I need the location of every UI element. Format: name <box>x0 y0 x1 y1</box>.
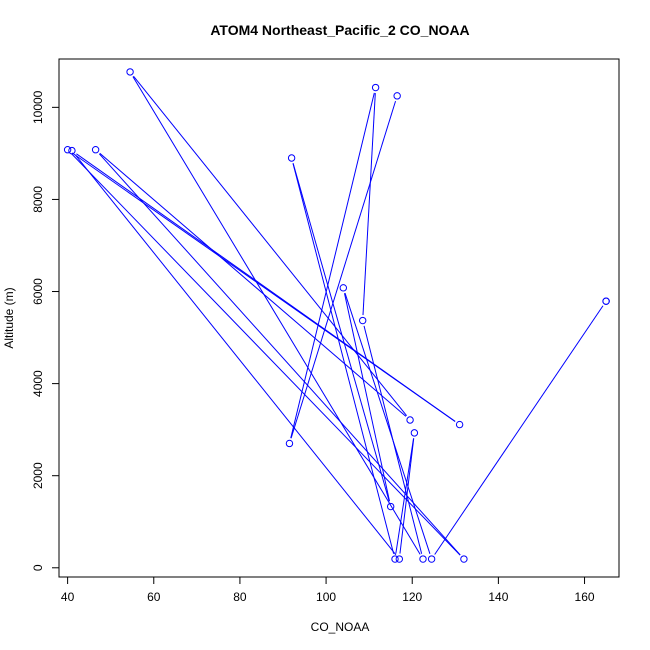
y-tick-label: 0 <box>31 564 45 571</box>
series-line-segment <box>290 100 397 439</box>
x-tick-label: 80 <box>233 590 247 604</box>
data-point <box>68 146 76 155</box>
y-tick-label: 8000 <box>31 186 45 213</box>
y-tick-label: 10000 <box>31 90 45 124</box>
series-line-segment <box>290 92 375 439</box>
x-tick-label: 60 <box>147 590 161 604</box>
chart-title: ATOM4 Northeast_Pacific_2 CO_NOAA <box>210 22 469 38</box>
data-point <box>427 555 436 563</box>
y-tick-label: 2000 <box>31 462 45 489</box>
series-line-segment <box>133 75 408 417</box>
series-line-segment <box>434 305 604 555</box>
data-point <box>602 297 610 305</box>
data-point <box>358 316 367 325</box>
series-line-segment <box>344 292 431 554</box>
y-axis-label: Altitude (m) <box>2 287 16 348</box>
series-line-segment <box>99 152 407 417</box>
data-point <box>395 555 404 563</box>
series-line-segment <box>98 153 461 556</box>
y-tick-label: 6000 <box>31 278 45 305</box>
x-tick-label: 100 <box>316 590 336 604</box>
x-tick-label: 160 <box>575 590 595 604</box>
data-point <box>339 284 348 292</box>
x-axis-label: CO_NOAA <box>311 620 370 634</box>
series-line-segment <box>292 163 395 554</box>
y-axis: 0 2000 4000 6000 8000 10000 <box>31 90 60 571</box>
x-axis: 40 60 80 100 120 140 160 <box>61 576 595 604</box>
data-point <box>393 92 401 100</box>
data-point <box>285 439 294 448</box>
x-tick-label: 40 <box>61 590 75 604</box>
series-line-segment <box>395 438 415 554</box>
data-point <box>91 146 100 154</box>
series-line-segment <box>132 76 421 555</box>
x-tick-label: 120 <box>402 590 422 604</box>
data-point <box>391 555 399 563</box>
y-tick-label: 4000 <box>31 370 45 397</box>
data-point <box>287 154 296 162</box>
data-point <box>410 429 419 437</box>
x-tick-label: 140 <box>488 590 508 604</box>
data-point <box>63 146 72 154</box>
series-line-segment <box>362 93 376 316</box>
data-point <box>371 83 380 92</box>
series-line-segment <box>399 438 415 554</box>
series-line-segment <box>292 163 390 502</box>
data-point <box>386 502 395 511</box>
series-line-segment <box>76 153 456 422</box>
data-point <box>406 416 414 424</box>
series-line-segment <box>71 153 461 556</box>
data-point <box>126 68 134 76</box>
data-point <box>455 420 464 429</box>
series-line-segment <box>74 154 397 556</box>
data-series <box>63 68 610 563</box>
data-point <box>460 555 468 563</box>
series-line-segment <box>343 293 391 502</box>
data-point <box>419 555 427 563</box>
